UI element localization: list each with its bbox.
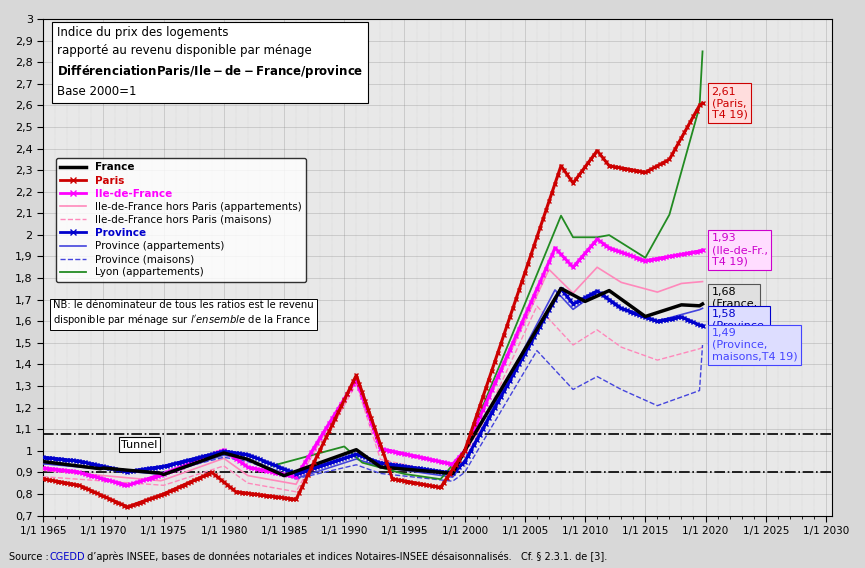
Text: Source :: Source : bbox=[9, 552, 52, 562]
Text: 1,93
(Ile-de-Fr.,
T4 19): 1,93 (Ile-de-Fr., T4 19) bbox=[712, 233, 767, 266]
Text: 1,68
(France,
T4 19): 1,68 (France, T4 19) bbox=[712, 287, 757, 320]
Text: NB: le dénominateur de tous les ratios est le revenu
disponible par ménage sur $: NB: le dénominateur de tous les ratios e… bbox=[54, 299, 314, 327]
Text: d’après INSEE, bases de données notariales et indices Notaires-INSEE désaisonnal: d’après INSEE, bases de données notarial… bbox=[84, 552, 607, 562]
Text: CGEDD: CGEDD bbox=[49, 552, 85, 562]
Text: 2,61
(Paris,
T4 19): 2,61 (Paris, T4 19) bbox=[712, 86, 747, 120]
Text: 1,49
(Province,
maisons,T4 19): 1,49 (Province, maisons,T4 19) bbox=[712, 328, 798, 362]
Legend: France, Paris, Ile-de-France, Ile-de-France hors Paris (appartements), Ile-de-Fr: France, Paris, Ile-de-France, Ile-de-Fra… bbox=[56, 158, 305, 282]
Text: Indice du prix des logements
rapporté au revenu disponible par ménage
$\mathbf{D: Indice du prix des logements rapporté au… bbox=[56, 27, 363, 98]
Text: 1,58
(Province,
T4 19): 1,58 (Province, T4 19) bbox=[712, 309, 767, 342]
Text: Tunnel: Tunnel bbox=[121, 440, 157, 449]
